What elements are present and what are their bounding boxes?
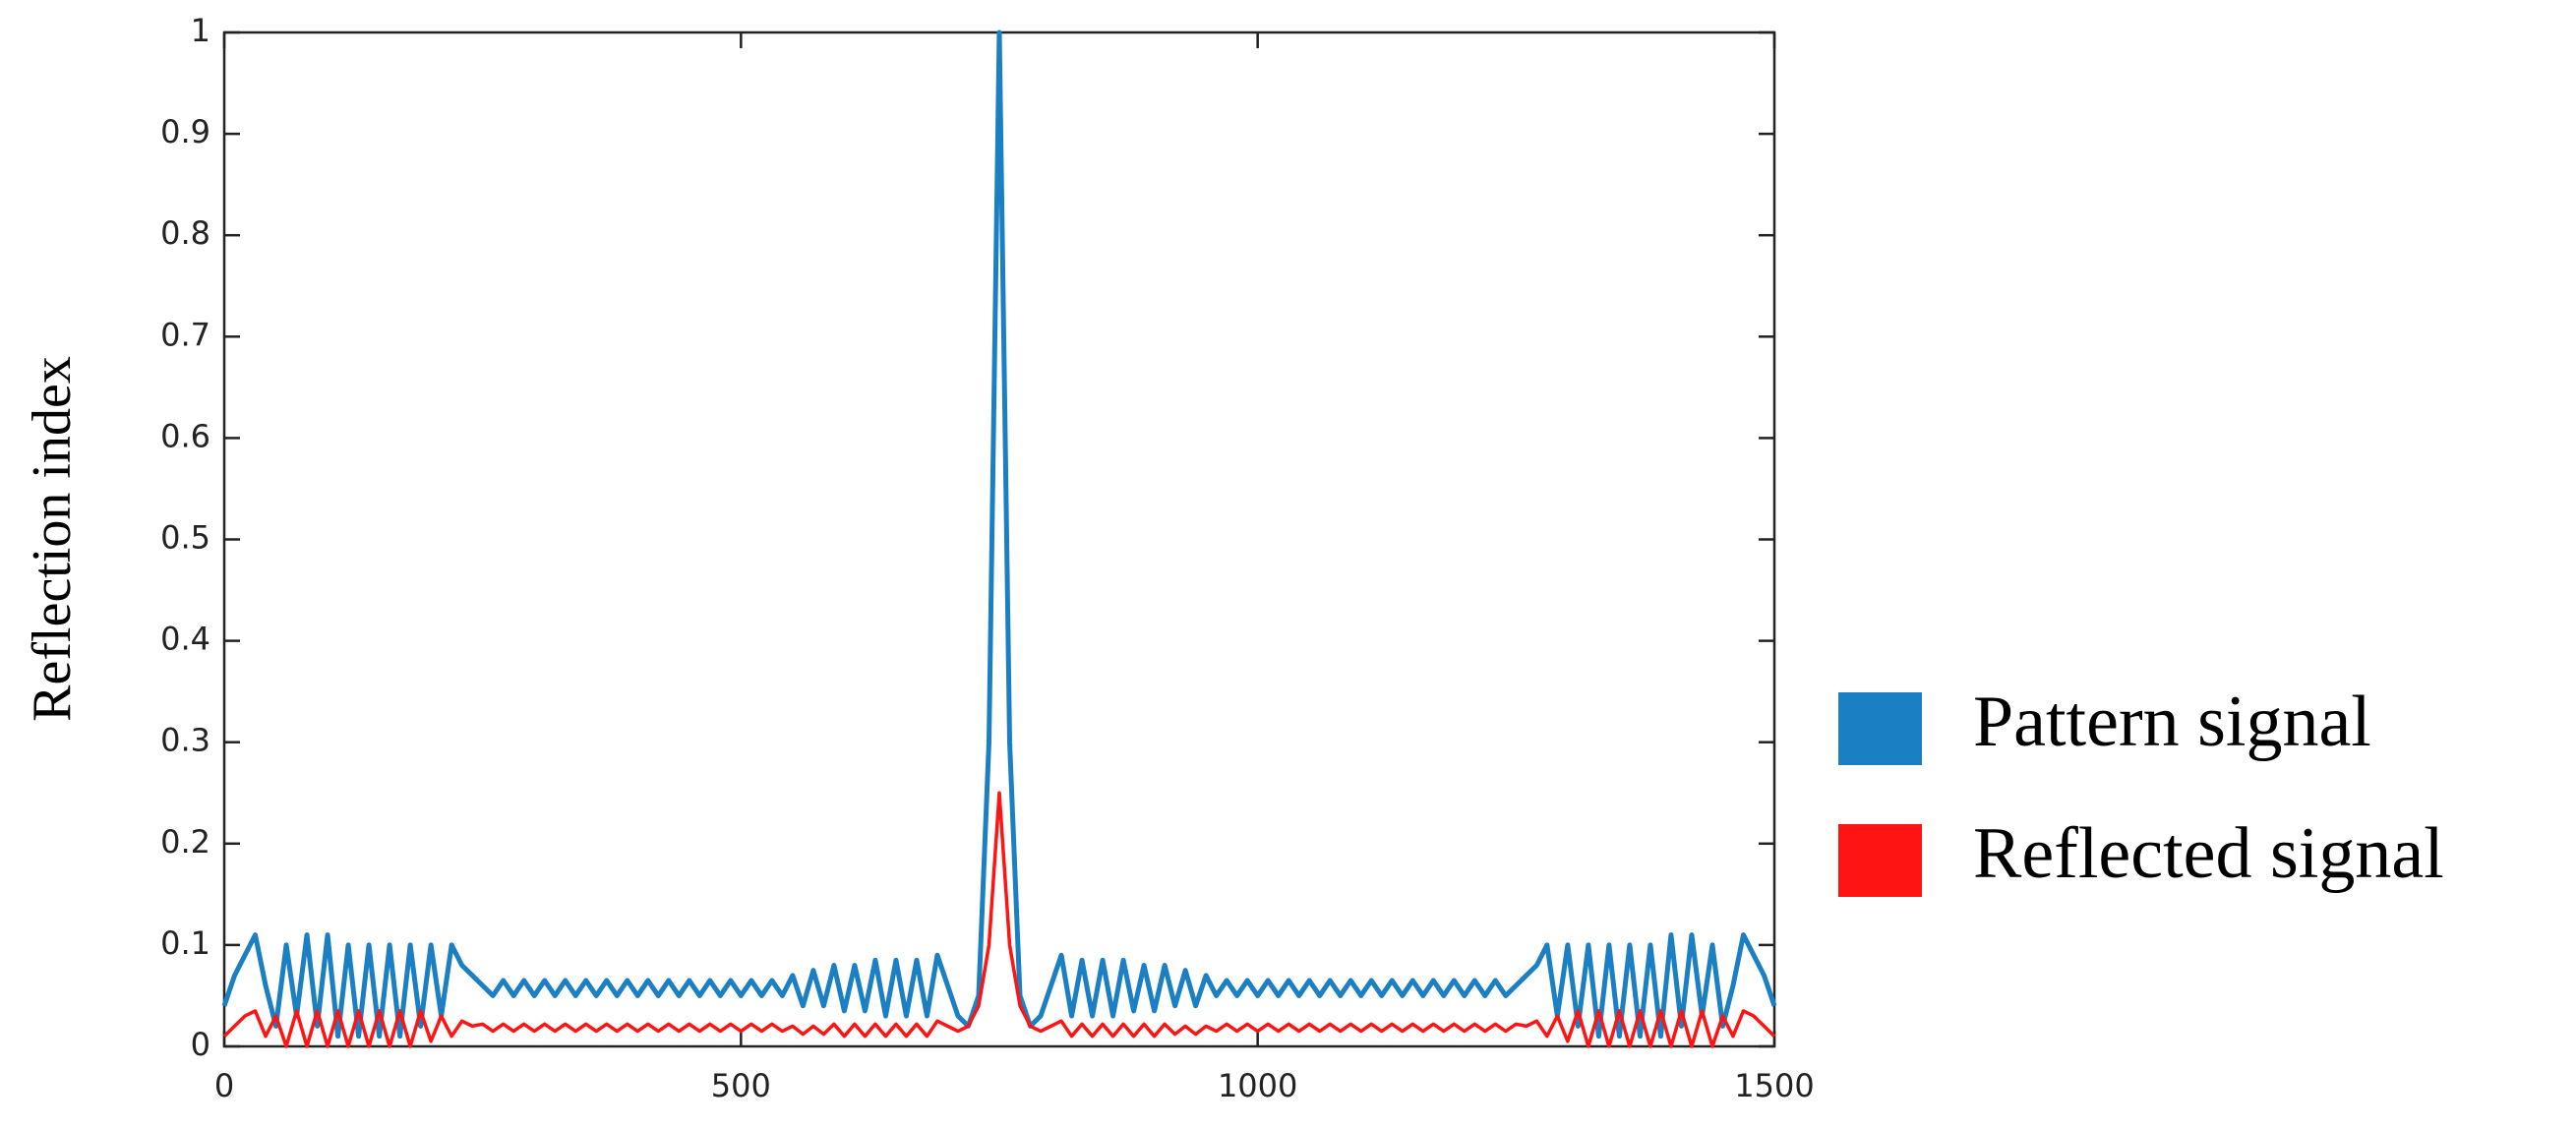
y-tick-label: 0.8 xyxy=(160,214,210,252)
y-tick-label: 0.4 xyxy=(160,621,210,658)
legend-swatch xyxy=(1838,692,1922,765)
y-tick-label: 0.7 xyxy=(160,316,210,353)
y-tick-label: 1 xyxy=(191,12,210,49)
y-tick-label: 0 xyxy=(191,1026,210,1063)
legend-swatch xyxy=(1838,824,1922,897)
y-tick-label: 0.2 xyxy=(160,823,210,861)
x-tick-label: 0 xyxy=(214,1067,234,1104)
x-tick-label: 1500 xyxy=(1734,1067,1814,1104)
series-line xyxy=(221,30,1777,1040)
plot-frame xyxy=(222,30,1776,1048)
y-tick-label: 0.5 xyxy=(160,519,210,557)
y-axis-label: Reflection index xyxy=(22,356,83,722)
y-tick-label: 0.3 xyxy=(160,722,210,759)
y-tick-label: 0.1 xyxy=(160,924,210,962)
x-tick-label: 500 xyxy=(711,1067,771,1104)
series-line xyxy=(222,791,1776,1048)
legend-label: Reflected signal xyxy=(1973,813,2444,894)
y-tick-label: 0.9 xyxy=(160,113,210,150)
x-tick-label: 1000 xyxy=(1218,1067,1297,1104)
y-tick-label: 0.6 xyxy=(160,417,210,454)
legend-label: Pattern signal xyxy=(1973,682,2371,762)
